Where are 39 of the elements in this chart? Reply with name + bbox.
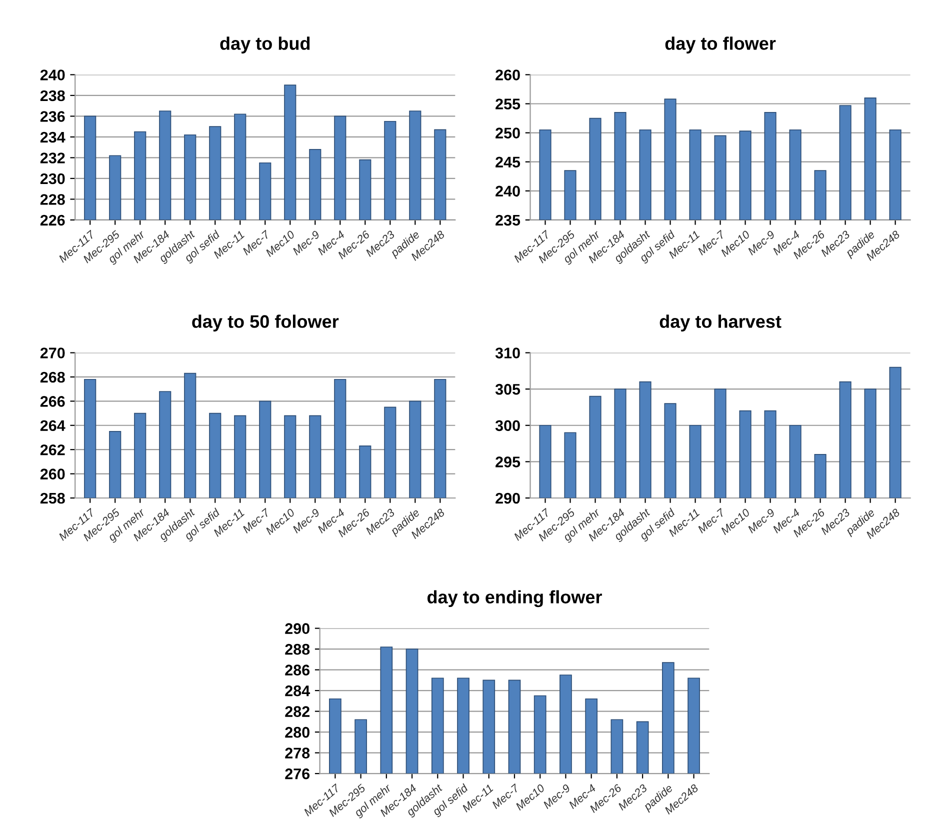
y-tick-label: 238	[40, 90, 65, 102]
chart-title: day to harvest	[660, 314, 782, 332]
y-tick-label: 234	[40, 132, 66, 143]
y-tick-label: 240	[40, 70, 65, 80]
y-tick-label: 260	[496, 70, 520, 80]
y-tick-label: 295	[496, 456, 520, 468]
y-tick-label: 300	[495, 420, 520, 432]
y-tick-label: 236	[40, 111, 65, 122]
chart-title: day to flower	[665, 36, 776, 54]
y-tick-label: 282	[285, 706, 310, 717]
y-tick-label: 232	[40, 152, 65, 164]
y-tick-label: 284	[285, 685, 310, 696]
y-tick-label: 260	[40, 468, 65, 480]
y-tick-label: 255	[496, 98, 520, 110]
y-tick-label: 288	[285, 644, 310, 655]
y-tick-label: 250	[496, 128, 520, 138]
y-tick-label: 266	[40, 396, 65, 407]
chart-title: day to 50 folower	[192, 314, 339, 332]
y-tick-label: 290	[285, 623, 310, 634]
y-tick-label: 290	[496, 492, 520, 504]
y-tick-label: 226	[40, 214, 65, 226]
y-tick-label: 240	[496, 186, 520, 197]
y-tick-label: 245	[496, 156, 520, 168]
y-tick-label: 305	[495, 384, 520, 395]
y-tick-label: 228	[40, 194, 65, 205]
y-tick-label: 310	[495, 348, 520, 358]
chart-title: day to bud	[220, 36, 310, 54]
y-tick-label: 235	[496, 214, 520, 226]
y-tick-label: 270	[40, 348, 65, 358]
y-tick-label: 268	[40, 372, 65, 383]
y-tick-label: 286	[285, 664, 310, 676]
y-tick-label: 262	[40, 444, 65, 456]
chart-title: day to ending flower	[427, 590, 602, 608]
y-tick-label: 280	[285, 726, 310, 738]
y-tick-label: 278	[285, 748, 310, 758]
y-tick-label: 258	[40, 492, 65, 504]
y-tick-label: 264	[40, 420, 66, 432]
y-tick-label: 276	[285, 768, 310, 780]
y-tick-label: 230	[40, 173, 65, 184]
